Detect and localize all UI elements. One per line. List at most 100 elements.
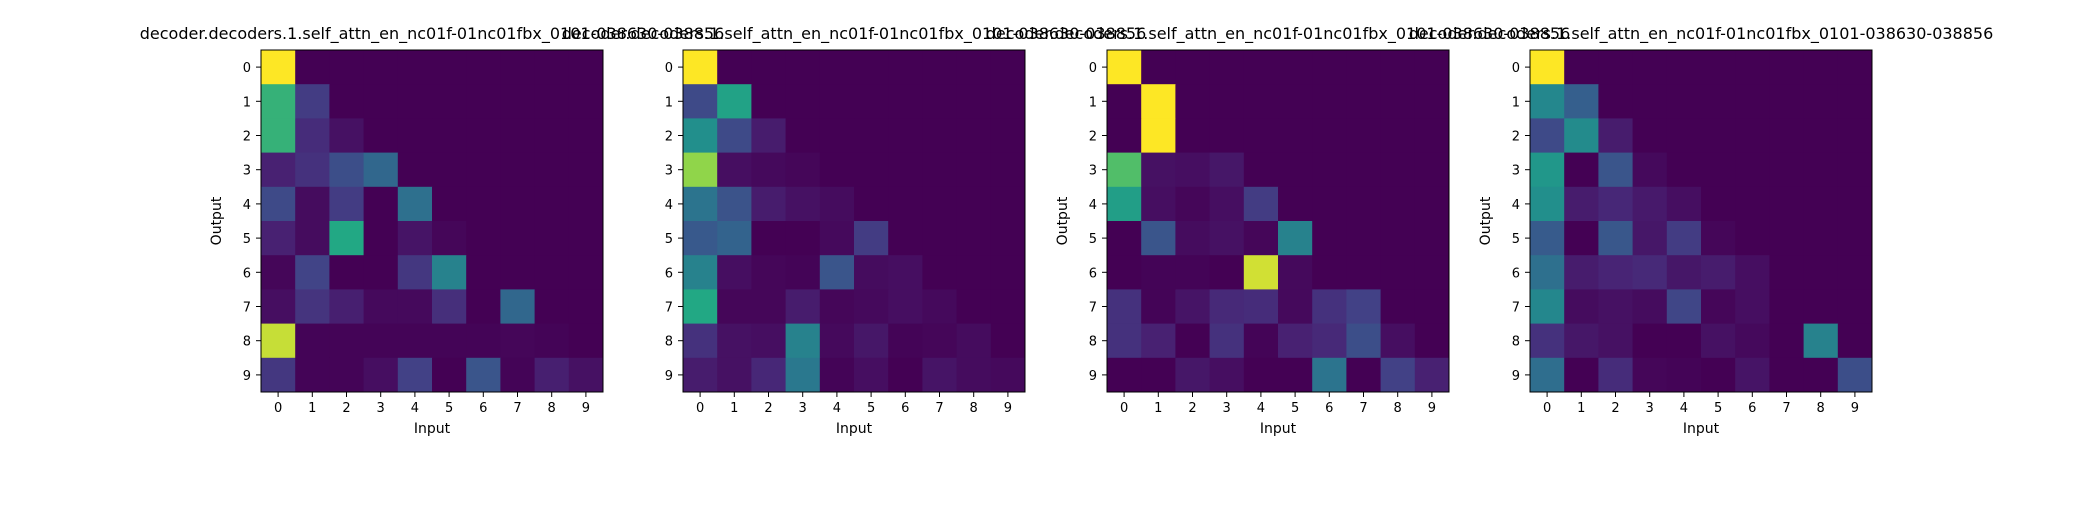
heatmap-cell — [1243, 323, 1279, 359]
heatmap-cell — [888, 323, 923, 359]
heatmap-cell — [1209, 50, 1245, 85]
heatmap-cell — [1598, 357, 1634, 393]
heatmap-cell — [990, 186, 1026, 222]
heatmap-cell — [1803, 323, 1839, 359]
heatmap-cell — [1769, 118, 1805, 154]
heatmap-cell — [1632, 357, 1668, 393]
heatmap-cell — [854, 118, 889, 154]
heatmap-cell — [819, 323, 855, 359]
heatmap-cell — [295, 357, 330, 393]
heatmap-cell — [922, 357, 958, 393]
heatmap-cell — [1278, 84, 1313, 119]
heatmap-cell — [990, 221, 1026, 256]
heatmap-cell — [1803, 84, 1839, 119]
heatmap-cell — [751, 84, 787, 119]
heatmap-cell — [819, 118, 855, 154]
heatmap-cell — [751, 152, 787, 188]
y-tick-label: 8 — [1512, 335, 1520, 350]
heatmap-cell — [1769, 84, 1805, 119]
heatmap-cell — [1598, 118, 1634, 154]
heatmap-cell — [1346, 289, 1382, 325]
heatmap-cell — [785, 357, 821, 393]
heatmap-cell — [1666, 84, 1702, 119]
x-tick-label: 2 — [764, 401, 772, 416]
heatmap-cell — [1414, 84, 1450, 119]
heatmap-cell — [1141, 255, 1176, 290]
heatmap-cell — [568, 221, 604, 256]
heatmap-cell — [432, 323, 467, 359]
heatmap-cell — [1414, 152, 1450, 188]
heatmap-cell — [683, 186, 718, 222]
y-tick-label: 8 — [1089, 335, 1097, 350]
heatmap-cell — [1530, 50, 1565, 85]
heatmap-cell — [1414, 186, 1450, 222]
heatmap-cell — [751, 357, 787, 393]
heatmap-cell — [1346, 186, 1382, 222]
y-tick-label: 9 — [1512, 369, 1520, 384]
y-axis-label: Output — [209, 196, 225, 245]
heatmap-cell — [1175, 186, 1211, 222]
heatmap-cell — [1380, 118, 1416, 154]
heatmap-cell — [1769, 50, 1805, 85]
heatmap-cell — [1346, 84, 1382, 119]
heatmap-cell — [1380, 186, 1416, 222]
heatmap-cell — [1530, 255, 1565, 290]
heatmap-cell — [568, 323, 604, 359]
heatmap-cell — [500, 289, 536, 325]
heatmap-cell — [1769, 186, 1805, 222]
heatmap-cell — [888, 118, 923, 154]
heatmap-cell — [717, 118, 752, 154]
x-tick-label: 2 — [1611, 401, 1619, 416]
heatmap-panel-2: 0 1 2 3 4 5 6 7 8 9 0 1 2 3 4 5 6 7 8 9 Input decoder.decoder… — [562, 24, 1147, 437]
heatmap-cell — [888, 255, 923, 290]
heatmap-cell — [922, 289, 958, 325]
heatmap-cell — [261, 289, 296, 325]
heatmap-cell — [466, 221, 501, 256]
heatmap-cell — [1175, 289, 1211, 325]
heatmap-cell — [1346, 357, 1382, 393]
heatmap-cell — [432, 357, 467, 393]
heatmap-cell — [956, 357, 992, 393]
heatmap-cell — [534, 289, 570, 325]
heatmap-panel-4: 0 1 2 3 4 5 6 7 8 9 0 1 2 3 4 5 6 7 8 9 Input Output decoder.d… — [1409, 24, 1994, 437]
heatmap-cell — [1380, 357, 1416, 393]
heatmap-cell — [1632, 186, 1668, 222]
heatmap-cell — [1769, 357, 1805, 393]
heatmap-cell — [1278, 186, 1313, 222]
heatmap-cell — [1701, 323, 1736, 359]
x-tick-label: 9 — [1004, 401, 1012, 416]
heatmap-cell — [1666, 289, 1702, 325]
heatmap-cell — [1803, 50, 1839, 85]
heatmap-cell — [1107, 221, 1142, 256]
heatmap-cell — [1837, 118, 1873, 154]
heatmap-cell — [534, 186, 570, 222]
heatmap-cell — [397, 152, 433, 188]
heatmap-cell — [990, 357, 1026, 393]
y-tick-label: 7 — [665, 301, 673, 316]
heatmap-cell — [1312, 50, 1347, 85]
x-tick-label: 3 — [799, 401, 807, 416]
heatmap-cell — [261, 84, 296, 119]
heatmap-cell — [534, 152, 570, 188]
heatmap-cell — [1346, 152, 1382, 188]
heatmap-cell — [1735, 50, 1770, 85]
heatmap-cell — [1666, 255, 1702, 290]
heatmap-cell — [1243, 357, 1279, 393]
heatmap-cell — [854, 152, 889, 188]
heatmap-cell — [500, 118, 536, 154]
heatmap-cell — [1209, 255, 1245, 290]
heatmap-cell — [888, 357, 923, 393]
y-tick-label: 3 — [1089, 164, 1097, 179]
heatmap-cell — [329, 289, 365, 325]
heatmap-cell — [1735, 152, 1770, 188]
heatmap-cell — [1175, 323, 1211, 359]
y-tick-label: 1 — [1512, 95, 1520, 110]
heatmap-cell — [1564, 50, 1599, 85]
heatmap-cell — [500, 357, 536, 393]
heatmap-cell — [1380, 50, 1416, 85]
panel-title: decoder.decoders.1.self_attn_en_nc01f-01… — [986, 24, 1571, 44]
heatmap-cell — [568, 84, 604, 119]
x-tick-label: 4 — [1257, 401, 1265, 416]
heatmap-cell — [1632, 50, 1668, 85]
heatmap-cell — [854, 357, 889, 393]
